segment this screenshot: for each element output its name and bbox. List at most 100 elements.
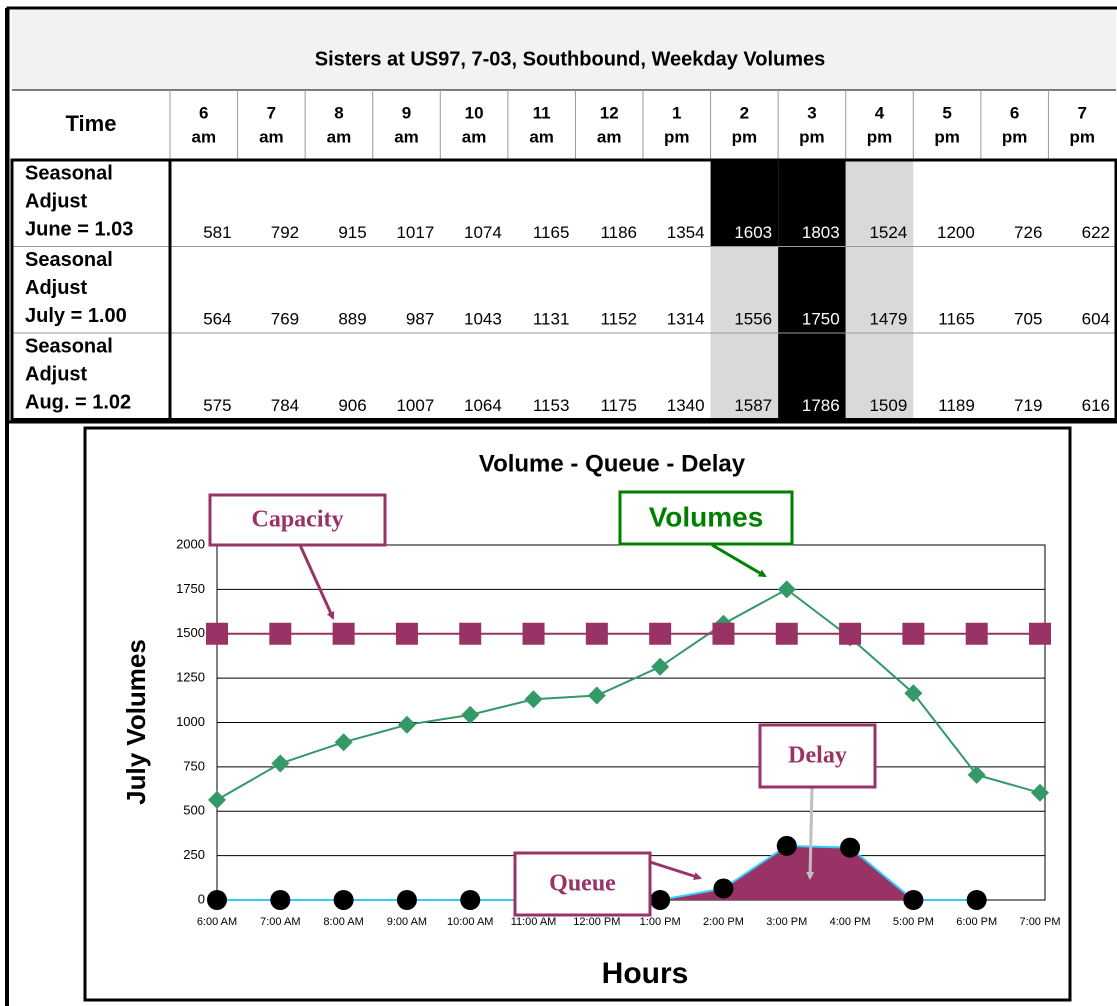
row-label: July = 1.00 (25, 305, 127, 327)
cell-value: 1786 (802, 396, 840, 415)
hour-header: pm (664, 127, 690, 146)
diamond-marker (397, 715, 416, 734)
chart-frame (83, 426, 1072, 1002)
y-tick-label: 1500 (176, 625, 205, 640)
x-tick-label: 7:00 PM (1020, 916, 1061, 928)
y-tick-label: 1750 (176, 581, 205, 596)
cell-value: 1152 (600, 309, 637, 328)
cell-value: 784 (271, 396, 299, 415)
cell-value: 1175 (600, 396, 637, 415)
x-tick-label: 10:00 AM (447, 916, 493, 928)
x-tick-label: 2:00 PM (703, 916, 744, 928)
hour-header: 8 (334, 103, 343, 122)
diamond-marker (587, 686, 606, 705)
cell-shade (710, 333, 779, 420)
square-marker (839, 622, 862, 645)
x-tick-label: 3:00 PM (766, 916, 807, 928)
cell-value: 1314 (667, 309, 705, 328)
row-label: Adjust (25, 277, 88, 299)
annotation-arrow (298, 544, 335, 620)
diamond-marker (904, 684, 923, 703)
x-tick-label: 11:00 AM (511, 916, 557, 928)
hour-header: pm (867, 127, 893, 146)
circle-marker (776, 835, 797, 856)
cell-shade (778, 333, 846, 420)
hour-header: am (597, 127, 622, 146)
circle-marker (396, 890, 417, 910)
row-label: Adjust (25, 190, 88, 212)
cell-value: 1064 (464, 396, 502, 415)
row-label: Seasonal (25, 335, 113, 357)
y-tick-label: 500 (183, 803, 205, 818)
cell-value: 1750 (802, 309, 840, 328)
hour-header: 11 (533, 103, 551, 122)
cell-value: 616 (1082, 396, 1110, 415)
square-marker (206, 622, 228, 645)
cell-shade (778, 246, 846, 333)
y-tick-label: 1250 (176, 670, 205, 685)
hour-header: 12 (600, 103, 619, 122)
annotation-arrow (711, 543, 767, 578)
diamond-marker (524, 690, 543, 709)
square-marker (585, 622, 608, 645)
square-marker (1029, 622, 1051, 645)
cell-value: 1803 (802, 223, 840, 242)
square-marker (712, 622, 735, 645)
series-line (216, 588, 1041, 801)
y-tick-label: 1000 (176, 714, 205, 729)
hour-header: 3 (807, 103, 816, 122)
cell-shade (845, 333, 914, 420)
square-marker (522, 622, 545, 645)
delay-area (217, 845, 977, 900)
square-marker (965, 622, 988, 645)
hour-header: pm (799, 127, 825, 146)
hour-header: am (191, 127, 216, 146)
circle-marker (840, 837, 861, 858)
annotation-text: Delay (788, 743, 847, 769)
hour-header: 7 (267, 103, 276, 122)
x-tick-label: 6:00 AM (197, 916, 237, 928)
cell-value: 1524 (869, 223, 907, 242)
y-tick-label: 250 (183, 847, 205, 862)
cell-value: 1200 (937, 223, 975, 242)
annotation-text: Queue (549, 871, 616, 897)
hour-header: 1 (672, 103, 681, 122)
circle-marker (333, 890, 354, 910)
row-label: Aug. = 1.02 (25, 391, 131, 413)
circle-marker (650, 890, 671, 910)
annotation-text: Volumes (649, 501, 764, 532)
diamond-marker (1031, 783, 1049, 802)
cell-value: 1186 (600, 223, 637, 242)
x-tick-label: 5:00 PM (893, 916, 934, 928)
hour-header: am (327, 127, 352, 146)
hour-header: pm (1002, 127, 1028, 146)
cell-value: 915 (338, 223, 366, 242)
hour-header: am (394, 127, 419, 146)
hour-header: pm (934, 127, 960, 146)
row-label: June = 1.03 (25, 218, 133, 240)
annotation-arrow (806, 786, 815, 880)
x-tick-label: 4:00 PM (830, 916, 871, 928)
cell-value: 1509 (869, 396, 907, 415)
annotation-box (758, 723, 877, 789)
row-label: Seasonal (25, 162, 113, 184)
diamond-marker (651, 657, 670, 676)
square-marker (775, 622, 798, 645)
hour-header: 10 (465, 103, 484, 122)
diamond-marker (334, 733, 353, 752)
x-tick-label: 9:00 AM (387, 916, 427, 928)
hour-header: 6 (199, 103, 208, 122)
diamond-marker (461, 705, 480, 724)
cell-value: 1043 (464, 309, 502, 328)
circle-marker (270, 890, 291, 910)
diamond-marker (208, 790, 226, 809)
x-tick-label: 1:00 PM (640, 916, 681, 928)
annotation-box (513, 851, 652, 917)
cell-value: 906 (338, 396, 366, 415)
x-tick-label: 8:00 AM (323, 916, 363, 928)
table-title: Sisters at US97, 7-03, Southbound, Weekd… (315, 48, 826, 70)
cell-value: 564 (203, 309, 231, 328)
cell-shade (845, 246, 914, 333)
annotation-box (618, 490, 794, 546)
